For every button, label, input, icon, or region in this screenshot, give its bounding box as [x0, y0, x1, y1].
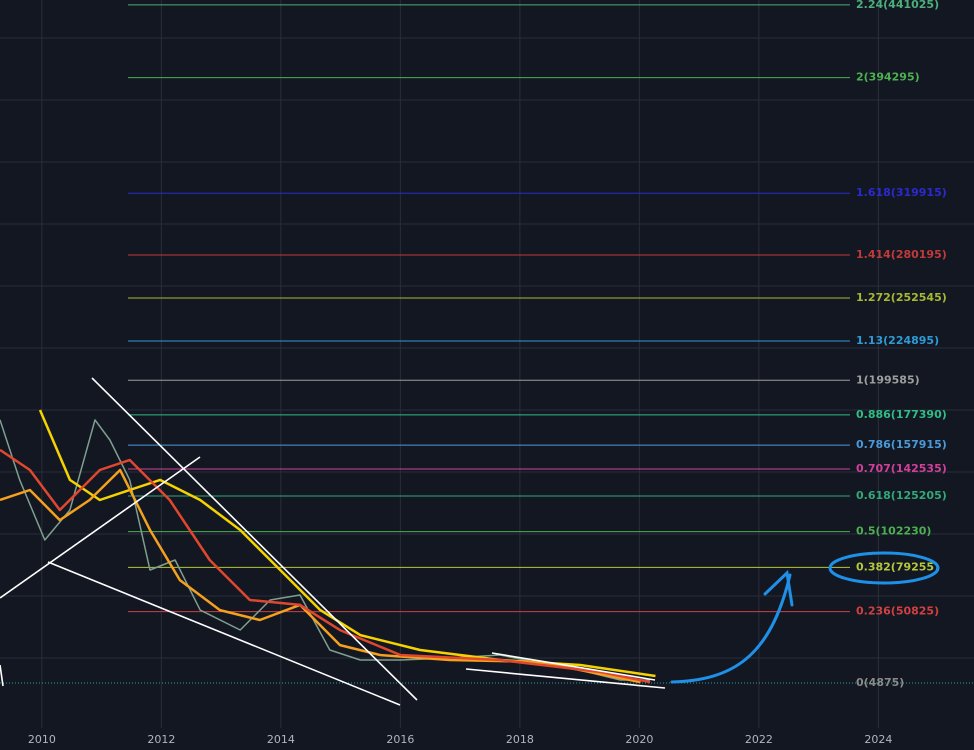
horizontal-grid — [0, 37, 974, 659]
fib-level-label: 1.618(319915) — [856, 186, 947, 199]
trend-line — [0, 456, 201, 599]
arrow-head — [763, 569, 794, 607]
trend-line — [91, 377, 418, 701]
trend-line — [465, 668, 666, 689]
fib-level-label: 0.236(50825) — [856, 605, 939, 618]
fib-level-label: 0.707(142535) — [856, 462, 947, 475]
hand-drawing — [670, 551, 940, 684]
price-line — [0, 419, 651, 681]
arrow — [670, 573, 792, 684]
fib-level-label: 1(199585) — [856, 373, 920, 386]
fib-level-label: 0.886(177390) — [856, 408, 947, 421]
fib-level-label: 1.13(224895) — [856, 334, 939, 347]
price-line — [0, 448, 651, 684]
x-tick-label: 2020 — [625, 733, 653, 746]
fib-level-label: 0.618(125205) — [856, 489, 947, 502]
trend-line — [491, 652, 656, 681]
x-tick-label: 2010 — [28, 733, 56, 746]
fib-level-label: 0(4875) — [856, 676, 904, 689]
x-tick-label: 2012 — [147, 733, 175, 746]
trend-line — [0, 664, 4, 687]
price-line — [0, 468, 641, 684]
fib-level-label: 1.272(252545) — [856, 291, 947, 304]
fib-level-label: 0.786(157915) — [856, 438, 947, 451]
circle-highlight — [828, 551, 940, 585]
trend-line — [47, 561, 401, 706]
fib-level-label: 2.24(441025) — [856, 0, 939, 11]
x-tick-label: 2018 — [506, 733, 534, 746]
fib-level-label: 0.5(102230) — [856, 525, 931, 538]
fib-level-label: 1.414(280195) — [856, 248, 947, 261]
fib-level-label: 2(394295) — [856, 71, 920, 84]
x-tick-label: 2014 — [267, 733, 295, 746]
x-tick-label: 2024 — [864, 733, 892, 746]
x-tick-label: 2016 — [386, 733, 414, 746]
fib-level-label: 0.382(79255) — [856, 560, 939, 573]
x-tick-label: 2022 — [745, 733, 773, 746]
trend-drawings — [0, 377, 666, 706]
